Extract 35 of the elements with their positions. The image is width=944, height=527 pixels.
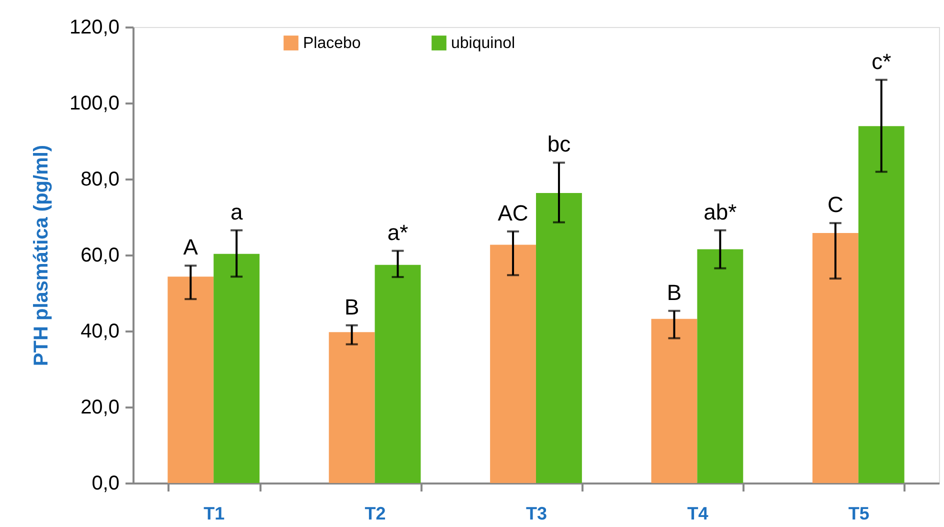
x-tick-label: T1 [204, 504, 225, 524]
legend-label: ubiquinol [451, 35, 516, 52]
bar [651, 318, 698, 483]
y-tick-label: 0,0 [92, 472, 120, 494]
legend-label: Placebo [303, 35, 361, 52]
bar [490, 244, 536, 483]
bar [214, 254, 260, 483]
data-label: C [827, 192, 844, 218]
y-axis-title: PTH plasmática (pg/ml) [30, 144, 52, 366]
y-tick-label: 40,0 [80, 320, 120, 342]
x-tick-label: T3 [526, 504, 548, 524]
data-label: bc [547, 132, 571, 157]
bar [812, 232, 858, 483]
bar [697, 249, 744, 483]
y-tick-label: 100,0 [69, 92, 120, 114]
x-tick-label: T2 [364, 504, 386, 524]
bar [168, 276, 214, 483]
data-label: B [666, 280, 682, 305]
y-tick-label: 120,0 [69, 16, 120, 38]
bar [328, 332, 375, 483]
data-label: a [230, 199, 244, 224]
bar [858, 126, 904, 483]
x-tick-label: T5 [848, 504, 870, 524]
data-label: c* [872, 48, 892, 74]
x-tick-label: T4 [687, 504, 708, 524]
y-tick-label: 80,0 [80, 168, 120, 190]
data-label: B [344, 294, 360, 320]
y-tick-label: 60,0 [80, 244, 120, 266]
y-tick-label: 20,0 [80, 396, 120, 418]
data-label: AC [498, 200, 528, 226]
data-label: A [183, 234, 198, 260]
data-label: ab* [704, 199, 738, 224]
data-label: a* [387, 220, 409, 245]
bar [374, 264, 421, 483]
bar [536, 193, 582, 483]
